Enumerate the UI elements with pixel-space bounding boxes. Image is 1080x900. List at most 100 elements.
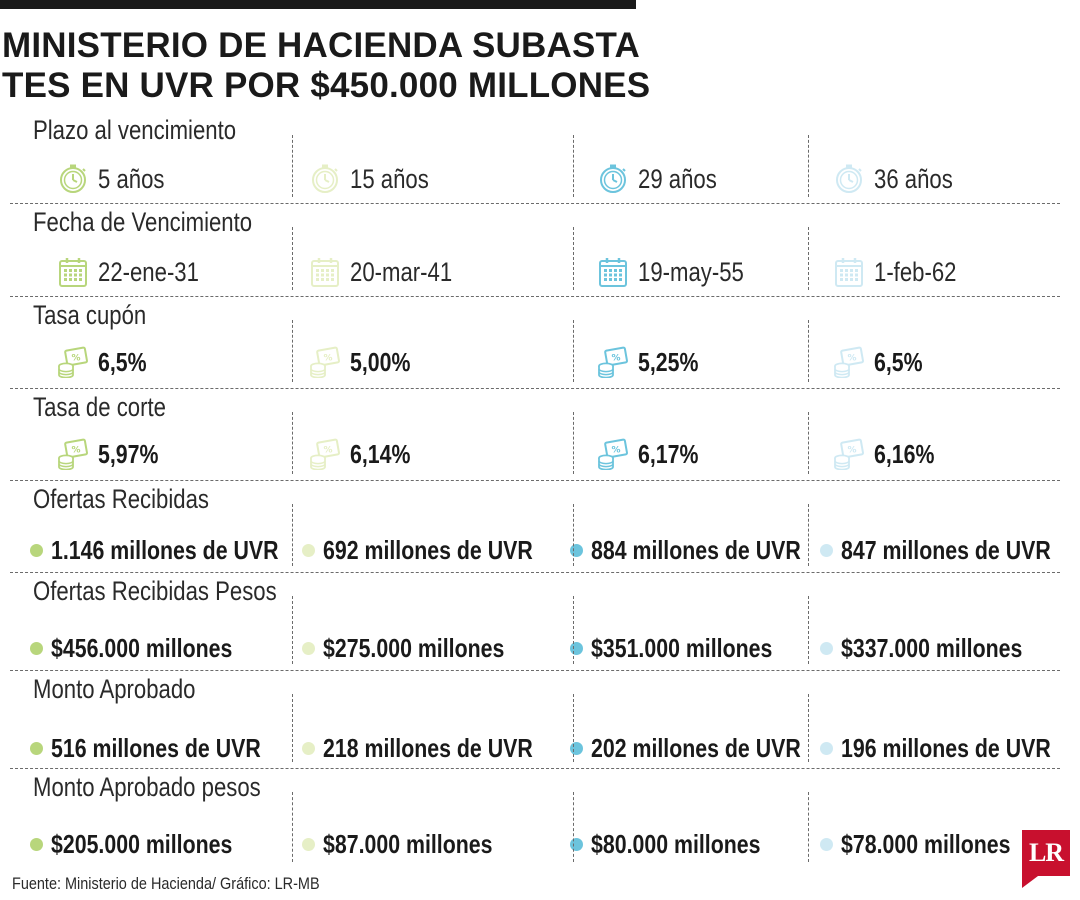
column-divider (573, 596, 574, 664)
value-text: 847 millones de UVR (841, 534, 1051, 565)
lr-logo-mark: LR (1022, 830, 1070, 876)
bullet-dot (30, 741, 43, 755)
column-divider (573, 792, 574, 862)
value-text: 15 años (350, 163, 429, 194)
row-1-value-1: 5 años (56, 159, 179, 199)
row-2-value-2: 20-mar-41 (308, 252, 475, 292)
column-divider (292, 412, 293, 474)
row-4-value-1: % 5,97% (56, 434, 172, 474)
row-4-value-3: % 6,17% (596, 434, 712, 474)
column-divider (573, 227, 574, 290)
row-7-value-1: 516 millones de UVR (30, 728, 307, 768)
value-text: 6,5% (98, 346, 147, 377)
row-divider (10, 572, 1060, 573)
bullet-dot (570, 741, 583, 755)
value-text: 36 años (874, 163, 953, 194)
bullet-dot (820, 741, 833, 755)
bullet-dot (820, 543, 833, 557)
bullet-dot (570, 837, 583, 851)
title-line-1: MINISTERIO DE HACIENDA SUBASTA (2, 26, 640, 65)
value-text: $337.000 millones (841, 632, 1023, 663)
svg-text:%: % (323, 446, 332, 456)
calendar-icon (308, 255, 342, 289)
percent-coins-icon: % (56, 437, 90, 471)
value-text: 516 millones de UVR (51, 732, 261, 763)
column-divider (808, 227, 809, 290)
value-text: $78.000 millones (841, 828, 1011, 859)
value-text: 5,00% (350, 346, 411, 377)
row-6-value-3: $351.000 millones (570, 628, 812, 668)
value-text: $275.000 millones (323, 632, 505, 663)
row-4-value-4: % 6,16% (832, 434, 948, 474)
value-text: 196 millones de UVR (841, 732, 1051, 763)
column-divider (292, 694, 293, 762)
column-divider (573, 320, 574, 382)
row-3-value-1: % 6,5% (56, 342, 157, 382)
row-7-value-2: 218 millones de UVR (302, 728, 579, 768)
bullet-dot (302, 543, 315, 557)
value-text: $456.000 millones (51, 632, 233, 663)
value-text: 6,17% (638, 438, 699, 469)
row-5-value-2: 692 millones de UVR (302, 530, 579, 570)
value-text: 20-mar-41 (350, 256, 453, 287)
bullet-dot (302, 837, 315, 851)
column-divider (292, 792, 293, 862)
value-text: 202 millones de UVR (591, 732, 801, 763)
column-divider (573, 412, 574, 474)
value-text: $80.000 millones (591, 828, 761, 859)
percent-coins-icon: % (596, 345, 630, 379)
value-text: 5 años (98, 163, 165, 194)
row-5-value-1: 1.146 millones de UVR (30, 530, 328, 570)
svg-text:%: % (323, 354, 332, 364)
row-4-value-2: % 6,14% (308, 434, 424, 474)
row-label: Plazo al vencimiento (33, 115, 237, 145)
bullet-dot (820, 837, 833, 851)
row-7-value-4: 196 millones de UVR (820, 728, 1080, 768)
stopwatch-icon (596, 162, 630, 196)
row-divider (10, 203, 1060, 204)
row-1-value-2: 15 años (308, 159, 446, 199)
bullet-dot (570, 543, 583, 557)
percent-coins-icon: % (832, 437, 866, 471)
value-text: 19-may-55 (638, 256, 744, 287)
row-3-value-3: % 5,25% (596, 342, 712, 382)
row-divider (10, 768, 1060, 769)
stopwatch-icon (832, 162, 866, 196)
row-label: Monto Aprobado (33, 674, 196, 704)
row-2-value-3: 19-may-55 (596, 252, 767, 292)
row-1-value-3: 29 años (596, 159, 734, 199)
row-6-value-4: $337.000 millones (820, 628, 1062, 668)
row-divider (10, 388, 1060, 389)
value-text: $351.000 millones (591, 632, 773, 663)
column-divider (808, 694, 809, 762)
row-3-value-4: % 6,5% (832, 342, 933, 382)
top-bar (0, 0, 636, 9)
percent-coins-icon: % (308, 437, 342, 471)
row-1-value-4: 36 años (832, 159, 970, 199)
percent-coins-icon: % (832, 345, 866, 379)
row-label: Fecha de Vencimiento (33, 207, 253, 237)
column-divider (292, 596, 293, 664)
column-divider (292, 504, 293, 566)
column-divider (808, 135, 809, 197)
column-divider (808, 792, 809, 862)
calendar-icon (56, 255, 90, 289)
percent-coins-icon: % (596, 437, 630, 471)
value-text: 6,5% (874, 346, 923, 377)
row-8-value-3: $80.000 millones (570, 824, 798, 864)
column-divider (808, 412, 809, 474)
row-label: Ofertas Recibidas Pesos (33, 576, 277, 606)
bullet-dot (570, 641, 583, 655)
value-text: 1.146 millones de UVR (51, 534, 279, 565)
svg-text:%: % (611, 446, 620, 456)
percent-coins-icon: % (56, 345, 90, 379)
row-3-value-2: % 5,00% (308, 342, 424, 382)
row-label: Ofertas Recibidas (33, 484, 209, 514)
stopwatch-icon (308, 162, 342, 196)
column-divider (292, 227, 293, 290)
svg-text:%: % (71, 446, 80, 456)
value-text: 1-feb-62 (874, 256, 957, 287)
page-title: MINISTERIO DE HACIENDA SUBASTA TES EN UV… (2, 26, 662, 106)
source-footer: Fuente: Ministerio de Hacienda/ Gráfico:… (12, 874, 320, 893)
row-divider (10, 480, 1060, 481)
